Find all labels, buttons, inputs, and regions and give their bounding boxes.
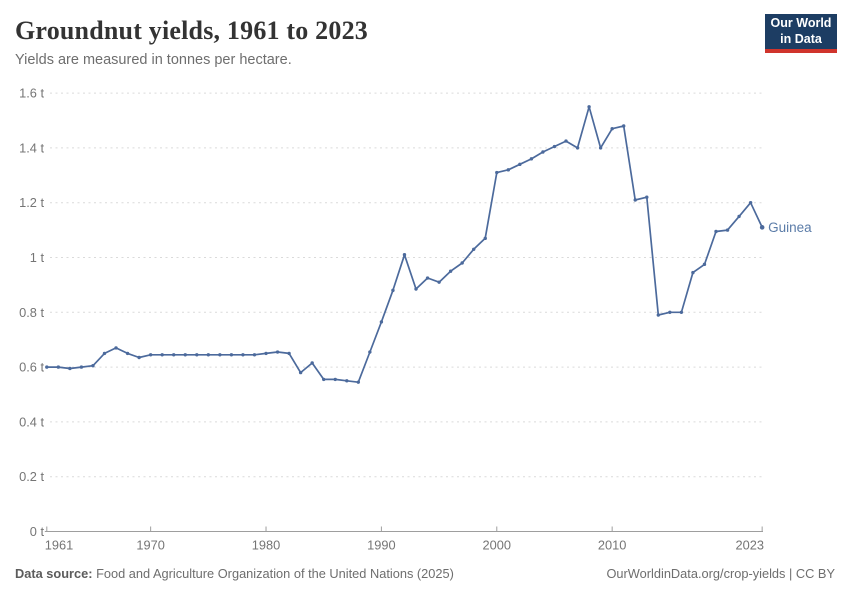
data-point[interactable] xyxy=(252,353,257,357)
data-point[interactable] xyxy=(495,170,499,175)
data-point[interactable] xyxy=(102,351,107,356)
data-point[interactable] xyxy=(518,162,522,167)
data-point[interactable] xyxy=(218,353,222,357)
data-point[interactable] xyxy=(529,157,534,161)
data-point[interactable] xyxy=(275,350,280,354)
data-point[interactable] xyxy=(333,377,337,382)
data-point[interactable] xyxy=(759,225,765,230)
data-source-text: Food and Agriculture Organization of the… xyxy=(92,566,454,581)
y-axis-tick-label: 1.2 t xyxy=(19,195,44,210)
data-point[interactable] xyxy=(402,253,407,257)
data-point[interactable] xyxy=(668,310,672,314)
data-point[interactable] xyxy=(748,201,753,205)
data-source-label: Data source: xyxy=(15,566,93,581)
data-point[interactable] xyxy=(506,168,511,172)
data-point[interactable] xyxy=(241,353,245,357)
data-point[interactable] xyxy=(483,236,487,241)
data-point[interactable] xyxy=(229,353,234,357)
data-point[interactable] xyxy=(125,351,130,356)
x-axis-tick-label: 1990 xyxy=(367,538,395,553)
data-point[interactable] xyxy=(610,127,614,131)
y-axis-tick-label: 0.4 t xyxy=(19,414,44,429)
chart-footer: Data source: Food and Agriculture Organi… xyxy=(15,566,835,581)
data-point[interactable] xyxy=(552,144,557,149)
data-point[interactable] xyxy=(656,313,661,317)
page-title: Groundnut yields, 1961 to 2023 xyxy=(15,16,368,45)
data-point[interactable] xyxy=(56,365,61,369)
data-point[interactable] xyxy=(345,379,349,383)
y-axis-tick-label: 0.8 t xyxy=(19,305,44,320)
data-point[interactable] xyxy=(137,355,141,360)
data-point[interactable] xyxy=(460,261,464,265)
data-point[interactable] xyxy=(437,280,441,284)
data-point[interactable] xyxy=(114,346,118,350)
y-axis-tick-label: 0 t xyxy=(30,524,45,539)
data-point[interactable] xyxy=(368,350,372,354)
data-point[interactable] xyxy=(356,380,361,384)
data-point[interactable] xyxy=(622,124,626,128)
data-point[interactable] xyxy=(206,353,211,357)
data-point[interactable] xyxy=(633,198,637,202)
data-point[interactable] xyxy=(472,247,476,251)
data-point[interactable] xyxy=(645,195,649,199)
data-point[interactable] xyxy=(575,146,580,150)
data-point[interactable] xyxy=(79,365,84,369)
data-point[interactable] xyxy=(725,228,730,232)
x-axis-tick-label: 1961 xyxy=(45,538,73,553)
data-point[interactable] xyxy=(264,351,268,356)
data-point[interactable] xyxy=(195,353,199,357)
data-point[interactable] xyxy=(448,269,453,273)
line-chart[interactable]: 0 t 0.2 t 0.4 t 0.6 t 0.8 t 1 t 1.2 t 1.4 t 1.6 … xyxy=(0,0,850,560)
data-source-note: Data source: Food and Agriculture Organi… xyxy=(15,566,454,581)
data-point[interactable] xyxy=(172,353,176,357)
x-axis-tick-label: 1970 xyxy=(136,538,164,553)
y-axis-tick-label: 1.4 t xyxy=(19,140,44,155)
data-point[interactable] xyxy=(91,364,95,368)
data-point[interactable] xyxy=(379,320,384,324)
data-point[interactable] xyxy=(310,361,314,365)
owid-logo-line2: in Data xyxy=(780,31,822,46)
data-point[interactable] xyxy=(391,288,395,293)
data-point[interactable] xyxy=(160,353,164,357)
data-point[interactable] xyxy=(287,351,291,356)
data-point[interactable] xyxy=(45,365,49,369)
data-point[interactable] xyxy=(714,229,718,234)
x-axis-tick-label: 2010 xyxy=(598,538,626,553)
y-axis-tick-label: 1.6 t xyxy=(19,86,44,101)
x-axis-tick-label: 1980 xyxy=(252,538,280,553)
owid-logo-line1: Our World xyxy=(770,16,832,31)
y-axis-tick-label: 0.2 t xyxy=(19,469,44,484)
entity-label-guinea[interactable]: Guinea xyxy=(768,220,812,235)
data-point[interactable] xyxy=(564,139,568,143)
data-point[interactable] xyxy=(541,150,545,154)
series-line-guinea[interactable] xyxy=(45,105,764,384)
data-point[interactable] xyxy=(68,366,72,371)
y-axis-tick-label: 1 t xyxy=(30,250,45,265)
data-point[interactable] xyxy=(598,146,603,150)
data-point[interactable] xyxy=(414,287,418,291)
x-axis-tick-label: 2023 xyxy=(736,538,764,553)
data-point[interactable] xyxy=(298,370,303,375)
data-point[interactable] xyxy=(691,270,695,275)
owid-logo[interactable]: Our World in Data xyxy=(765,14,837,53)
data-point[interactable] xyxy=(587,105,591,109)
y-axis-tick-label: 0.6 t xyxy=(19,360,44,375)
data-point[interactable] xyxy=(148,353,153,357)
attribution-link[interactable]: OurWorldinData.org/crop-yields | CC BY xyxy=(606,566,835,581)
x-axis-tick-label: 2000 xyxy=(483,538,511,553)
data-point[interactable] xyxy=(425,276,430,280)
data-point[interactable] xyxy=(322,377,326,382)
data-point[interactable] xyxy=(737,214,741,219)
data-point[interactable] xyxy=(679,310,684,314)
data-point[interactable] xyxy=(183,353,187,357)
data-point[interactable] xyxy=(702,262,707,267)
chart-subtitle: Yields are measured in tonnes per hectar… xyxy=(15,52,292,68)
